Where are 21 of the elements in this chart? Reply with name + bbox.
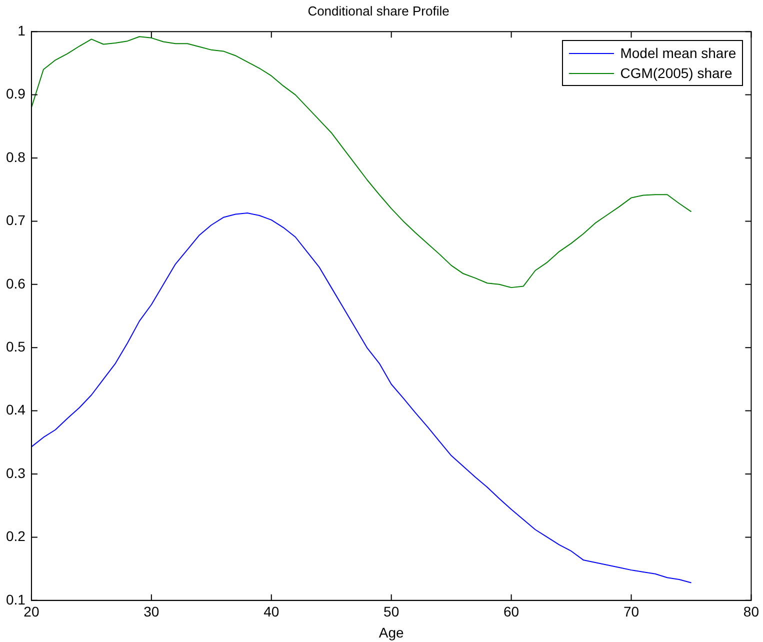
- y-tick-label: 0.6: [6, 275, 26, 292]
- x-tick-label: 20: [24, 604, 40, 620]
- legend-label: Model mean share: [619, 44, 736, 63]
- x-tick-label: 80: [743, 604, 760, 620]
- y-tick-label: 0.5: [6, 338, 26, 354]
- x-axis-title: Age: [378, 624, 404, 640]
- y-tick-label: 0.2: [6, 528, 26, 544]
- y-tick-label: 0.9: [6, 86, 26, 102]
- x-tick-label: 50: [384, 604, 400, 620]
- y-tick-label: 0.7: [6, 212, 26, 228]
- y-tick-label: 0.1: [6, 591, 26, 608]
- x-tick-label: 70: [623, 604, 640, 620]
- legend-label: CGM(2005) share: [619, 64, 734, 83]
- y-tick-label: 1: [18, 22, 26, 38]
- y-tick-label: 0.4: [6, 402, 26, 418]
- chart-title: Conditional share Profile: [308, 3, 450, 18]
- x-tick-label: 60: [504, 604, 520, 620]
- y-tick-label: 0.8: [6, 148, 26, 165]
- y-tick-label: 0.3: [6, 464, 26, 481]
- x-tick-label: 30: [144, 604, 160, 620]
- x-tick-label: 40: [264, 604, 280, 620]
